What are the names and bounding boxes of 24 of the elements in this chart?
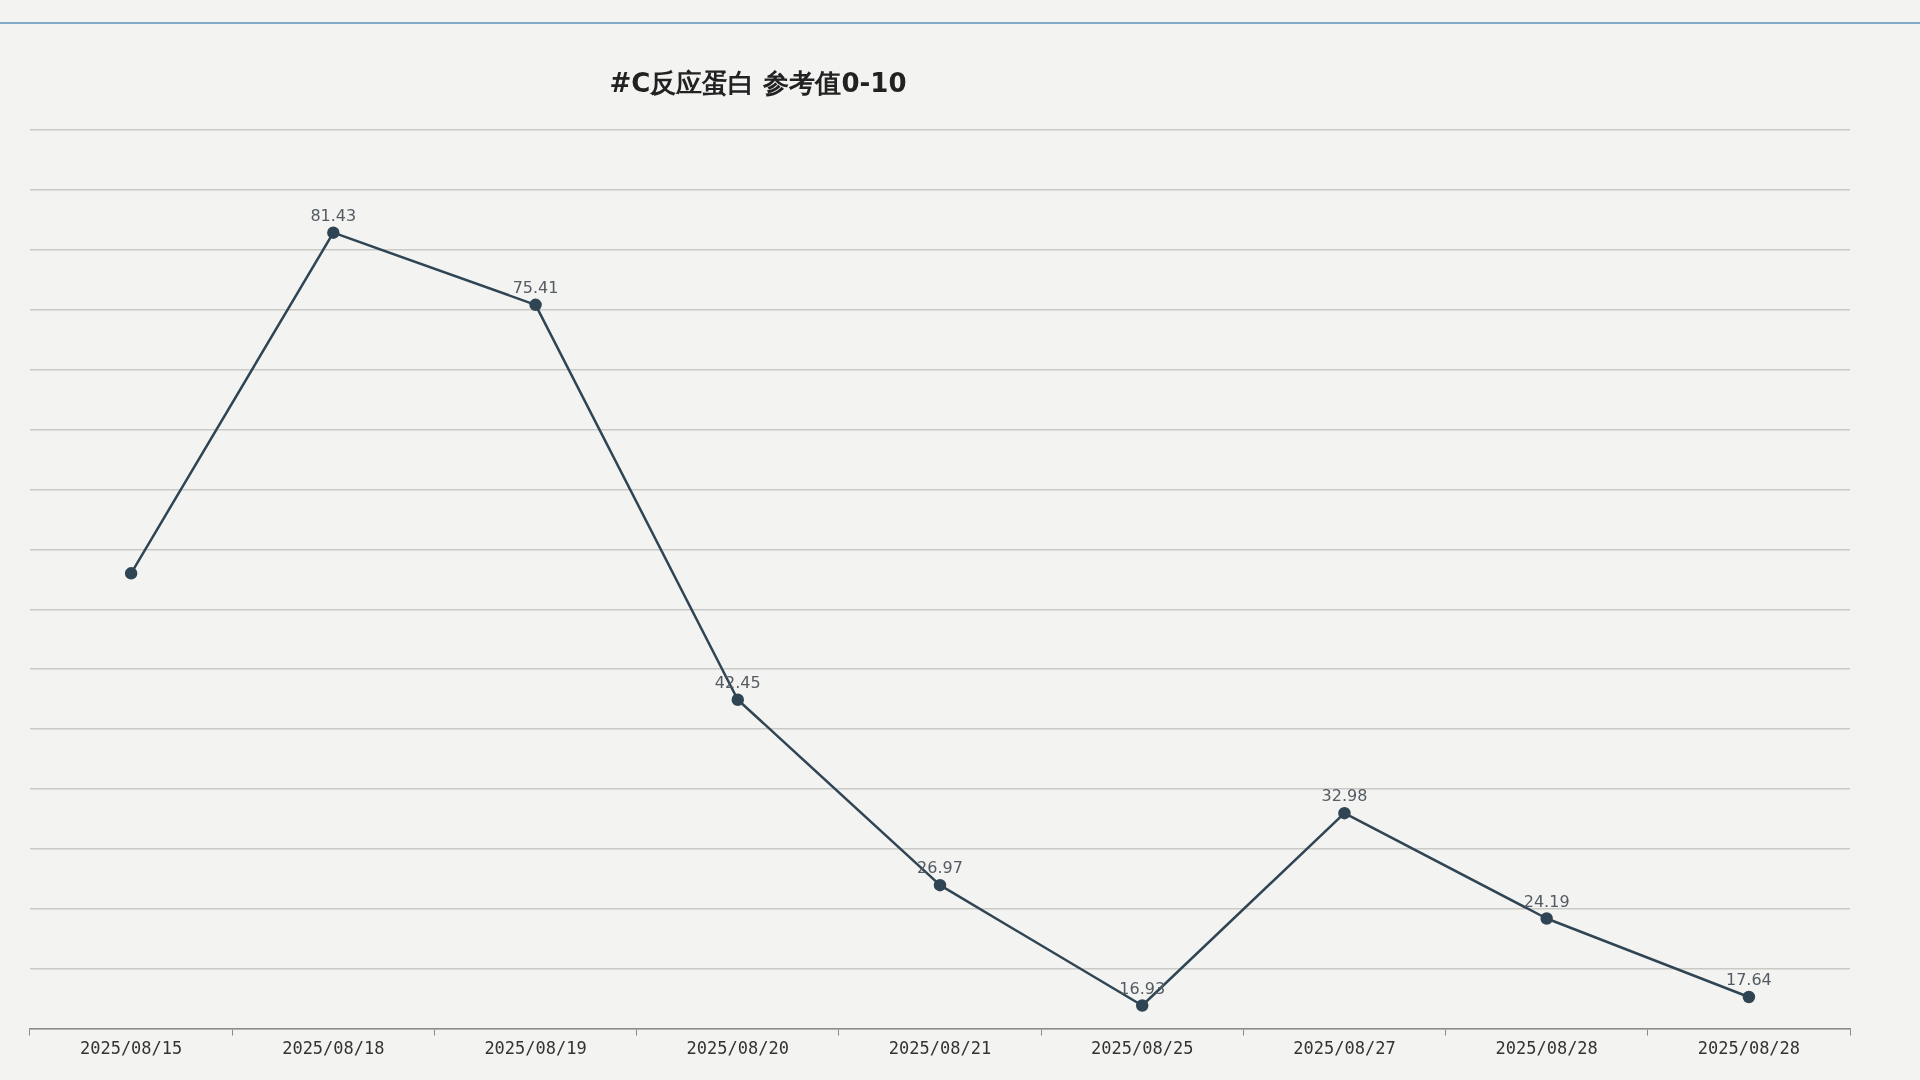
x-tick-label: 2025/08/27 — [1293, 1038, 1396, 1059]
chart-title: #C反应蛋白 参考值0-10 — [609, 67, 907, 98]
point — [1338, 806, 1351, 820]
data-label: 17.64 — [1725, 970, 1772, 990]
point — [1540, 912, 1553, 925]
point — [1742, 990, 1756, 1004]
x-tick-label: 2025/08/28 — [1697, 1038, 1801, 1059]
x-tick-label: 2025/08/28 — [1495, 1038, 1598, 1059]
point — [731, 693, 745, 706]
data-label: 32.98 — [1321, 786, 1368, 806]
data-label: 75.41 — [512, 277, 559, 297]
x-tick-label: 2025/08/25 — [1091, 1038, 1194, 1059]
x-tick-label: 2025/08/20 — [686, 1038, 789, 1059]
x-tick-label: 2025/08/15 — [79, 1038, 183, 1059]
data-label: 24.19 — [1523, 891, 1570, 911]
point — [529, 298, 542, 312]
point — [1135, 999, 1149, 1012]
point — [327, 226, 340, 239]
x-tick-label: 2025/08/21 — [888, 1038, 992, 1059]
data-label: 81.43 — [310, 205, 357, 225]
x-tick-label: 2025/08/18 — [282, 1038, 385, 1059]
x-tick-label: 2025/08/19 — [484, 1038, 587, 1059]
point — [933, 878, 947, 892]
point — [124, 567, 138, 580]
